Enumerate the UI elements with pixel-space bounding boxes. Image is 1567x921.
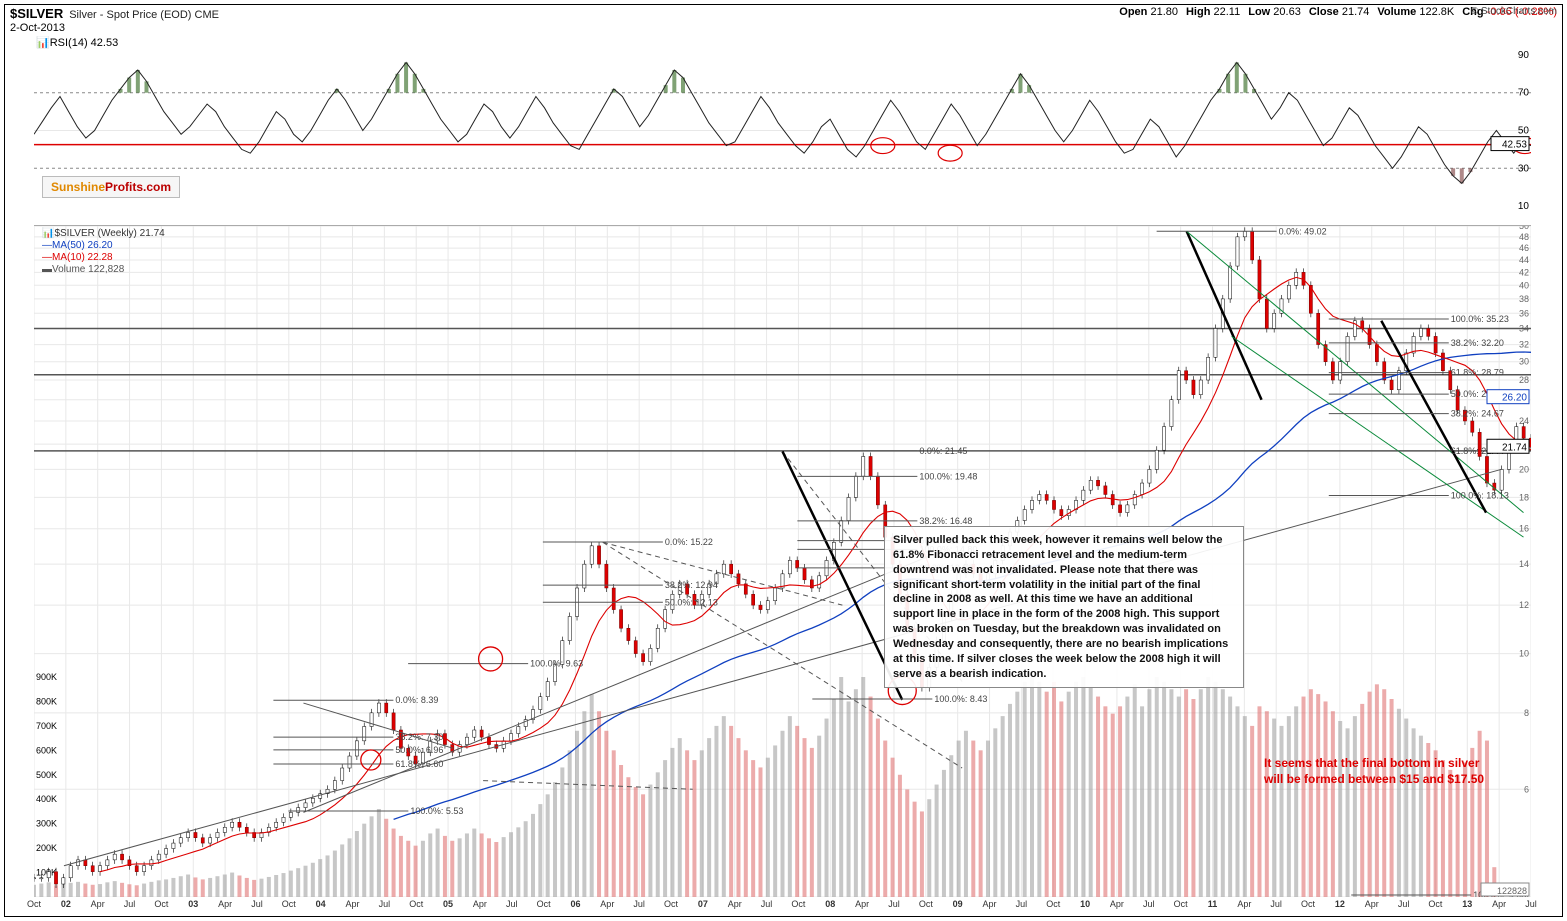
svg-text:8: 8 <box>1524 708 1529 718</box>
svg-text:0.0%: 49.02: 0.0%: 49.02 <box>1279 226 1327 236</box>
svg-text:70: 70 <box>1518 88 1530 99</box>
rsi-panel: 10 30 50 70 90 42.53 <box>34 36 1531 226</box>
svg-text:12: 12 <box>1519 600 1529 610</box>
svg-text:700K: 700K <box>36 721 57 731</box>
x-axis: Oct02AprJulOct03AprJulOct04AprJulOct05Ap… <box>34 899 1531 915</box>
svg-text:38.2%: 24.67: 38.2%: 24.67 <box>1451 409 1504 419</box>
svg-text:20: 20 <box>1519 464 1529 474</box>
svg-text:90: 90 <box>1518 50 1530 61</box>
svg-text:400K: 400K <box>36 794 57 804</box>
annotation-box: Silver pulled back this week, however it… <box>884 526 1244 688</box>
svg-text:100.0%: 5.53: 100.0%: 5.53 <box>410 806 463 816</box>
svg-text:30: 30 <box>1519 357 1529 367</box>
svg-text:21.74: 21.74 <box>1502 442 1527 453</box>
svg-text:900K: 900K <box>36 672 57 682</box>
svg-text:10: 10 <box>1519 649 1529 659</box>
svg-text:40: 40 <box>1519 280 1529 290</box>
svg-text:42.53: 42.53 <box>1502 140 1527 151</box>
svg-text:100.0%: 35.23: 100.0%: 35.23 <box>1451 314 1509 324</box>
credit: © StockCharts.com <box>1471 6 1557 17</box>
svg-text:32: 32 <box>1519 340 1529 350</box>
svg-text:0.0%: 15.22: 0.0%: 15.22 <box>665 537 713 547</box>
svg-text:800K: 800K <box>36 696 57 706</box>
annotation-red: It seems that the final bottom in silver… <box>1264 756 1494 787</box>
svg-text:38.2%: 7.30: 38.2%: 7.30 <box>395 732 443 742</box>
svg-text:61.8%: 28.79: 61.8%: 28.79 <box>1451 368 1504 378</box>
svg-text:28: 28 <box>1519 375 1529 385</box>
svg-text:50: 50 <box>1518 126 1530 137</box>
svg-text:24: 24 <box>1519 416 1529 426</box>
svg-text:26.20: 26.20 <box>1502 393 1527 404</box>
svg-text:122828: 122828 <box>1497 886 1527 896</box>
svg-text:36: 36 <box>1519 308 1529 318</box>
symbol: $SILVER <box>10 6 63 21</box>
svg-text:50: 50 <box>1519 226 1529 231</box>
svg-text:38.2%: 32.20: 38.2%: 32.20 <box>1451 338 1504 348</box>
svg-text:44: 44 <box>1519 255 1529 265</box>
svg-text:50.0%: 6.96: 50.0%: 6.96 <box>395 745 443 755</box>
svg-text:200K: 200K <box>36 843 57 853</box>
svg-text:50.0%: 12.13: 50.0%: 12.13 <box>665 597 718 607</box>
price-legend: 📊$SILVER (Weekly) 21.74 —MA(50) 26.20 —M… <box>42 228 165 276</box>
svg-text:18: 18 <box>1519 492 1529 502</box>
watermark: SunshineProfits.com <box>42 176 180 198</box>
svg-text:100.0%: 19.48: 100.0%: 19.48 <box>919 471 977 481</box>
symbol-desc: Silver - Spot Price (EOD) CME <box>69 9 219 21</box>
svg-text:0.0%: 21.45: 0.0%: 21.45 <box>919 446 967 456</box>
svg-text:42: 42 <box>1519 267 1529 277</box>
svg-text:46: 46 <box>1519 243 1529 253</box>
svg-text:0.0%: 8.39: 0.0%: 8.39 <box>395 695 438 705</box>
svg-text:10: 10 <box>1518 201 1530 212</box>
svg-text:38: 38 <box>1519 294 1529 304</box>
svg-text:100K: 100K <box>36 868 57 878</box>
svg-text:30: 30 <box>1518 163 1530 174</box>
svg-text:100.0%: 9.63: 100.0%: 9.63 <box>530 659 583 669</box>
svg-text:14: 14 <box>1519 559 1529 569</box>
svg-text:61.8%: 6.60: 61.8%: 6.60 <box>395 759 443 769</box>
svg-text:38.2%: 16.48: 38.2%: 16.48 <box>919 516 972 526</box>
svg-text:16: 16 <box>1519 524 1529 534</box>
svg-text:6: 6 <box>1524 784 1529 794</box>
svg-text:500K: 500K <box>36 770 57 780</box>
svg-text:100.0%: 18.13: 100.0%: 18.13 <box>1451 491 1509 501</box>
chart-header: $SILVER Silver - Spot Price (EOD) CME Op… <box>10 6 1557 21</box>
svg-text:600K: 600K <box>36 745 57 755</box>
chart-date: 2-Oct-2013 <box>10 22 65 34</box>
price-panel: 📊$SILVER (Weekly) 21.74 —MA(50) 26.20 —M… <box>34 226 1531 897</box>
svg-text:300K: 300K <box>36 819 57 829</box>
svg-text:38.2%: 12.94: 38.2%: 12.94 <box>665 580 718 590</box>
svg-text:100.0%: 8.43: 100.0%: 8.43 <box>934 694 987 704</box>
svg-text:48: 48 <box>1519 232 1529 242</box>
